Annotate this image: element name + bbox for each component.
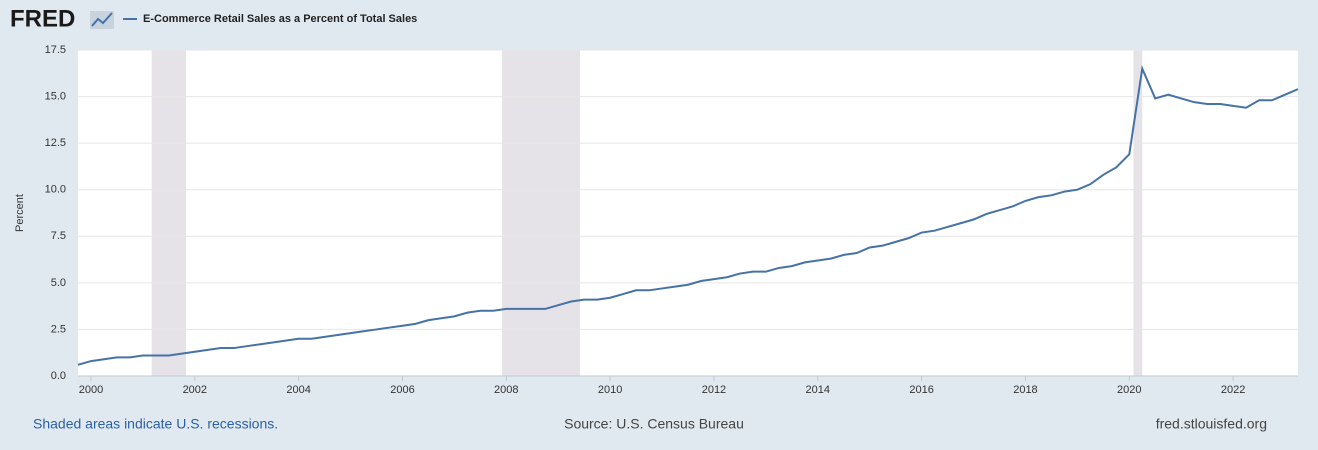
x-tick-label: 2020	[1117, 384, 1141, 396]
source: Source: U.S. Census Bureau	[564, 416, 744, 432]
y-tick-label: 10.0	[45, 184, 66, 196]
y-tick-label: 12.5	[45, 137, 66, 149]
x-tick-label: 2000	[79, 384, 103, 396]
y-axis-label: Percent	[14, 194, 26, 232]
x-tick-label: 2008	[494, 384, 518, 396]
recession-band	[151, 50, 186, 376]
x-tick-label: 2002	[183, 384, 207, 396]
recession-band	[1133, 50, 1143, 376]
note[interactable]: Shaded areas indicate U.S. recessions.	[33, 416, 278, 432]
site[interactable]: fred.stlouisfed.org	[1156, 416, 1267, 432]
y-tick-label: 17.5	[45, 44, 66, 56]
series-line	[77, 65, 1299, 366]
x-tick-label: 2018	[1013, 384, 1037, 396]
y-tick-label: 5.0	[51, 277, 66, 289]
y-tick-label: 0.0	[51, 370, 66, 382]
x-tick-label: 2006	[390, 384, 414, 396]
x-tick-label: 2004	[286, 384, 310, 396]
y-tick-label: 7.5	[51, 230, 66, 242]
logo: FRED	[10, 5, 75, 32]
x-tick-label: 2022	[1221, 384, 1245, 396]
recession-band	[502, 50, 581, 376]
x-tick-label: 2016	[909, 384, 933, 396]
plot-area	[78, 50, 1298, 376]
legend-label: E-Commerce Retail Sales as a Percent of …	[143, 13, 417, 25]
y-tick-label: 15.0	[45, 90, 66, 102]
x-tick-label: 2010	[598, 384, 622, 396]
x-tick-label: 2012	[702, 384, 726, 396]
y-tick-label: 2.5	[51, 323, 66, 335]
x-tick-label: 2014	[806, 384, 830, 396]
logo-icon	[90, 11, 114, 29]
